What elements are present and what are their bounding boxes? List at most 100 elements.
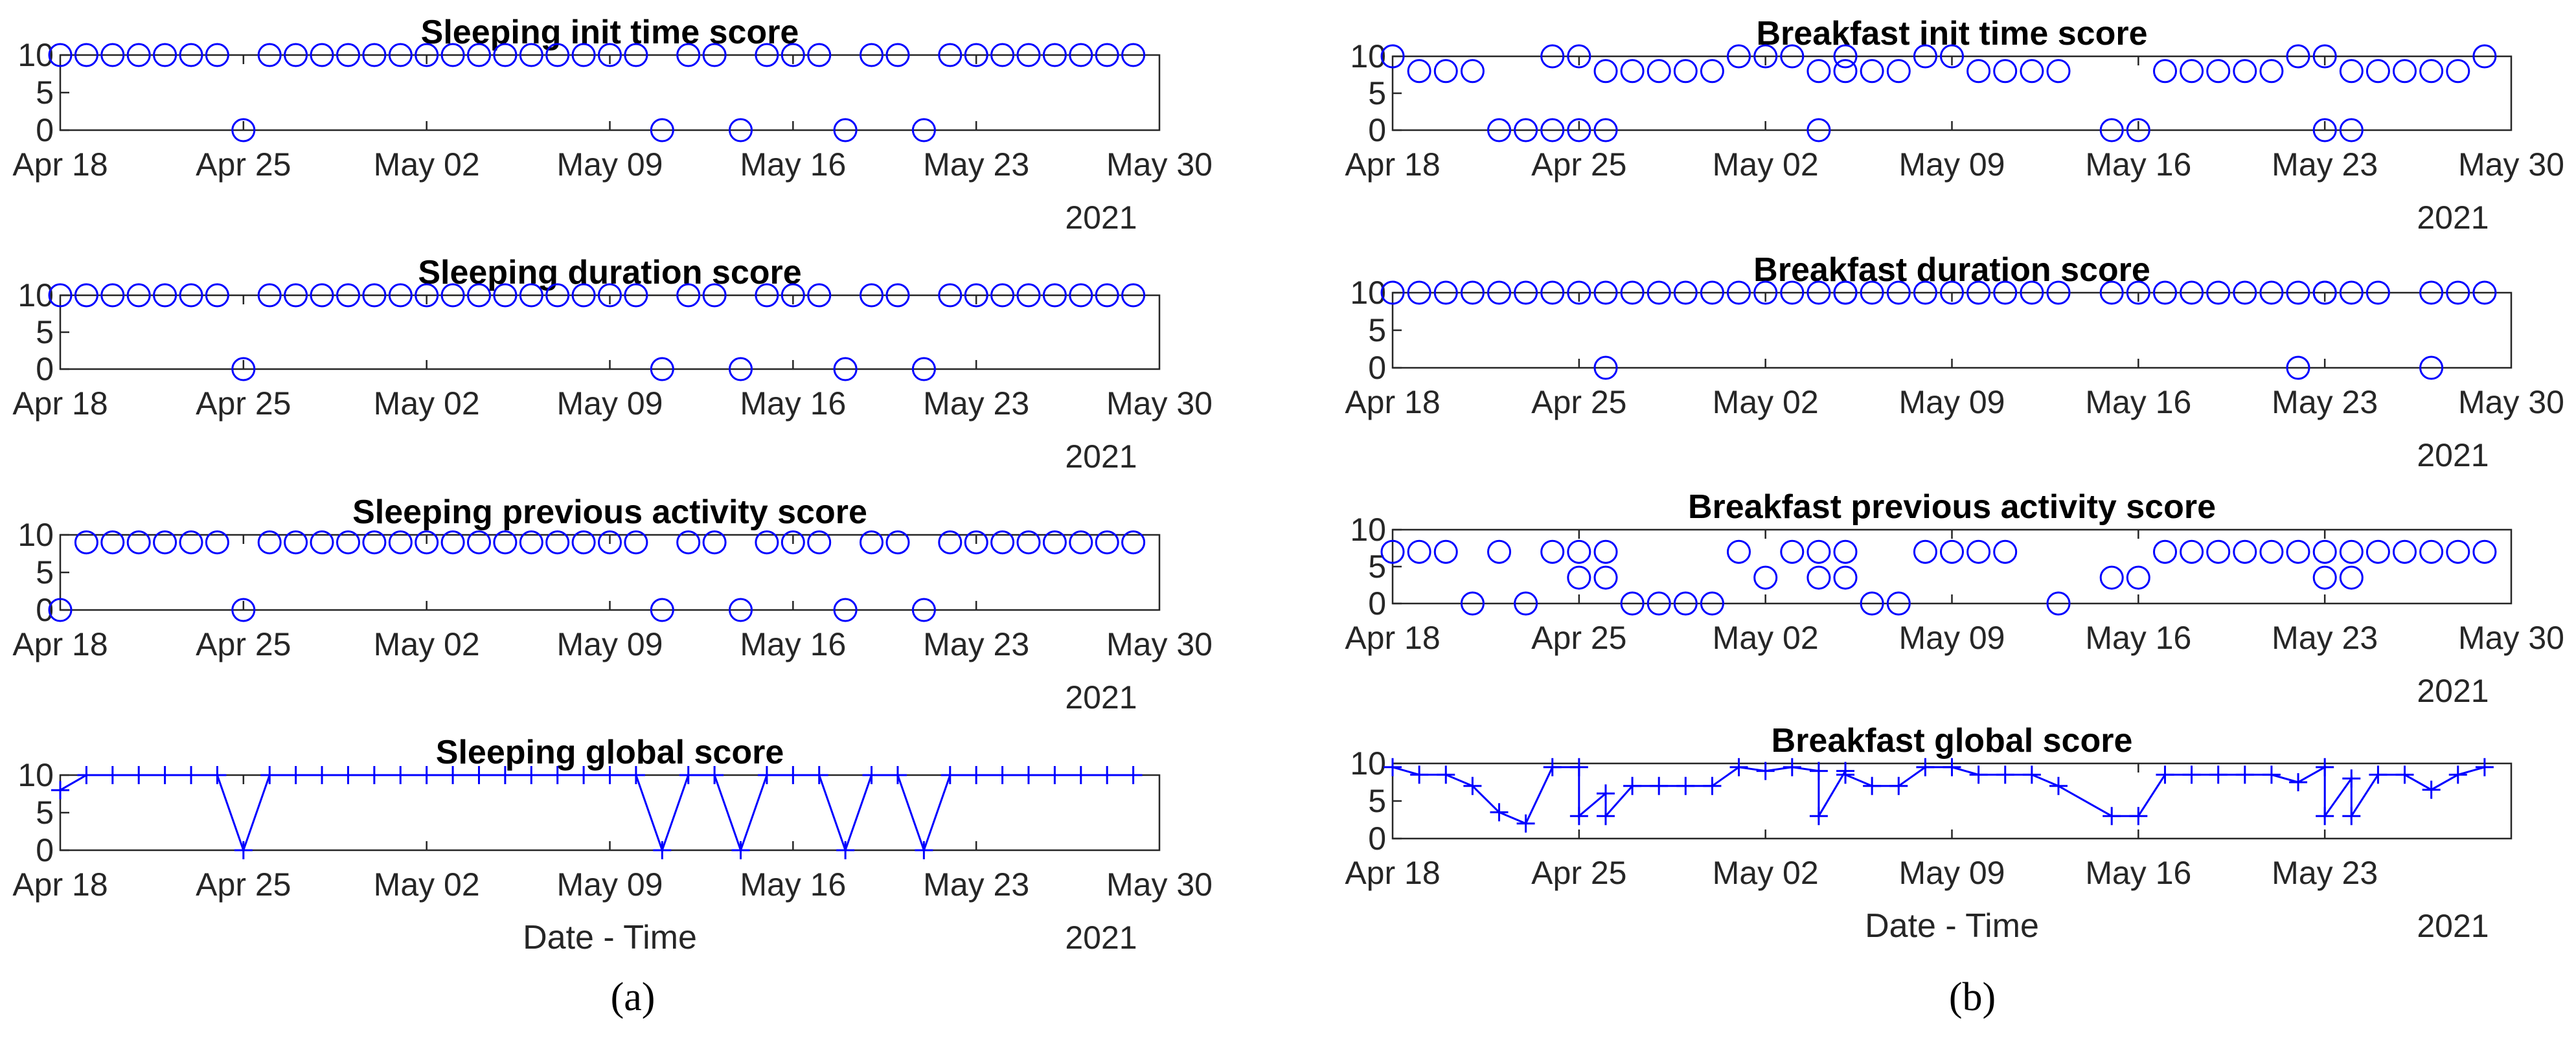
panel-title: Breakfast init time score xyxy=(1756,15,2147,52)
data-point xyxy=(624,530,648,555)
data-point xyxy=(755,530,779,555)
x-tick-label: Apr 25 xyxy=(1531,384,1626,420)
data-point xyxy=(1516,814,1535,833)
data-point xyxy=(1809,762,1828,780)
data-point xyxy=(2126,118,2150,142)
y-tick-label: 5 xyxy=(1368,75,1386,111)
data-point xyxy=(1753,280,1778,305)
data-point xyxy=(2046,280,2071,305)
data-point xyxy=(1620,59,1645,84)
y-tick-label: 10 xyxy=(17,37,54,73)
data-point xyxy=(519,530,543,555)
x-tick-label: Apr 18 xyxy=(12,626,108,662)
data-point xyxy=(1514,280,1538,305)
data-point xyxy=(1700,59,1724,84)
data-point xyxy=(467,283,491,308)
data-point xyxy=(417,766,436,784)
data-point xyxy=(833,598,858,622)
data-point xyxy=(339,766,358,784)
data-point xyxy=(100,530,125,555)
data-point xyxy=(1650,776,1669,795)
data-point xyxy=(911,118,936,142)
data-point xyxy=(48,283,73,308)
data-point xyxy=(705,766,724,784)
data-point xyxy=(2419,355,2444,380)
panel-title: Sleeping previous activity score xyxy=(352,493,867,531)
x-tick-label: May 23 xyxy=(2272,620,2378,656)
x-tick-label: May 02 xyxy=(374,866,480,903)
data-point xyxy=(126,283,151,308)
data-point xyxy=(1121,43,1146,67)
data-point xyxy=(1407,59,1431,84)
panel-label-a: (a) xyxy=(611,975,655,1019)
data-point xyxy=(467,43,491,67)
data-point xyxy=(2422,780,2441,799)
data-point xyxy=(784,766,803,784)
data-point xyxy=(103,766,122,784)
data-point xyxy=(1913,44,1937,69)
data-point xyxy=(391,766,410,784)
data-point xyxy=(1993,539,2018,564)
y-tick-label: 10 xyxy=(1350,275,1386,311)
data-point xyxy=(2259,59,2284,84)
data-point xyxy=(2259,539,2284,564)
data-point xyxy=(1567,539,1591,564)
data-point xyxy=(1042,283,1067,308)
y-tick-label: 5 xyxy=(1368,312,1386,348)
data-point xyxy=(2126,565,2150,590)
x-tick-label: May 16 xyxy=(740,385,846,422)
x-tick-label: May 16 xyxy=(740,626,846,662)
data-point xyxy=(545,43,570,67)
data-point xyxy=(1095,530,1119,555)
data-point xyxy=(2099,118,2124,142)
y-tick-label: 5 xyxy=(1368,783,1386,819)
y-tick-label: 5 xyxy=(1368,548,1386,585)
x-tick-label: May 23 xyxy=(923,385,1029,422)
data-point xyxy=(993,766,1012,784)
y-tick-label: 0 xyxy=(36,592,54,628)
data-point xyxy=(1833,565,1858,590)
year-label: 2021 xyxy=(1065,679,1137,716)
data-point xyxy=(990,530,1015,555)
data-point xyxy=(51,781,69,800)
data-point xyxy=(2046,591,2071,616)
data-point xyxy=(153,43,177,67)
data-point xyxy=(781,43,805,67)
data-point xyxy=(1016,530,1041,555)
data-point xyxy=(2022,765,2041,784)
x-tick-label: Apr 25 xyxy=(1531,855,1626,891)
x-tick-label: May 30 xyxy=(1106,866,1213,903)
data-point xyxy=(1380,539,1405,564)
data-point xyxy=(911,598,936,622)
data-point xyxy=(702,43,727,67)
data-point xyxy=(1940,44,1964,69)
data-point xyxy=(155,766,174,784)
data-point xyxy=(388,283,413,308)
x-tick-label: May 30 xyxy=(1106,146,1213,183)
data-point xyxy=(2448,765,2467,784)
y-tick-label: 5 xyxy=(36,74,54,111)
data-point xyxy=(2339,280,2364,305)
data-point xyxy=(179,43,203,67)
data-point xyxy=(2209,765,2228,784)
data-point xyxy=(1647,280,1671,305)
data-point xyxy=(1780,280,1805,305)
data-point xyxy=(1016,283,1041,308)
year-label: 2021 xyxy=(2417,437,2489,473)
data-point xyxy=(1620,591,1645,616)
x-tick-label: May 23 xyxy=(2272,855,2378,891)
data-point xyxy=(2393,59,2417,84)
data-point xyxy=(1540,44,1565,69)
data-point xyxy=(781,283,805,308)
data-point xyxy=(1407,280,1431,305)
data-point xyxy=(2395,765,2414,784)
data-point xyxy=(2020,59,2044,84)
data-point xyxy=(257,530,282,555)
data-point xyxy=(1433,539,1458,564)
x-tick-label: Apr 25 xyxy=(196,866,291,903)
data-point xyxy=(1780,539,1805,564)
data-point xyxy=(1019,766,1038,784)
